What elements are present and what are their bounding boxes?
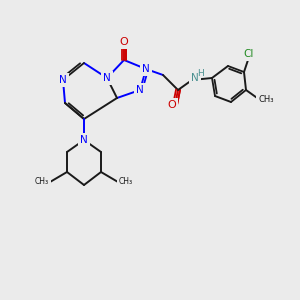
Text: N: N [142,64,150,74]
Text: N: N [103,73,111,83]
Text: N: N [80,135,88,145]
Text: O: O [168,100,176,110]
Text: CH₃: CH₃ [258,95,274,104]
Text: CH₃: CH₃ [35,178,49,187]
Text: N: N [136,85,144,95]
Text: O: O [120,37,128,47]
Text: Cl: Cl [244,49,254,59]
Text: N: N [191,73,199,83]
Text: CH₃: CH₃ [119,178,133,187]
Text: H: H [198,70,204,79]
Text: N: N [59,75,67,85]
